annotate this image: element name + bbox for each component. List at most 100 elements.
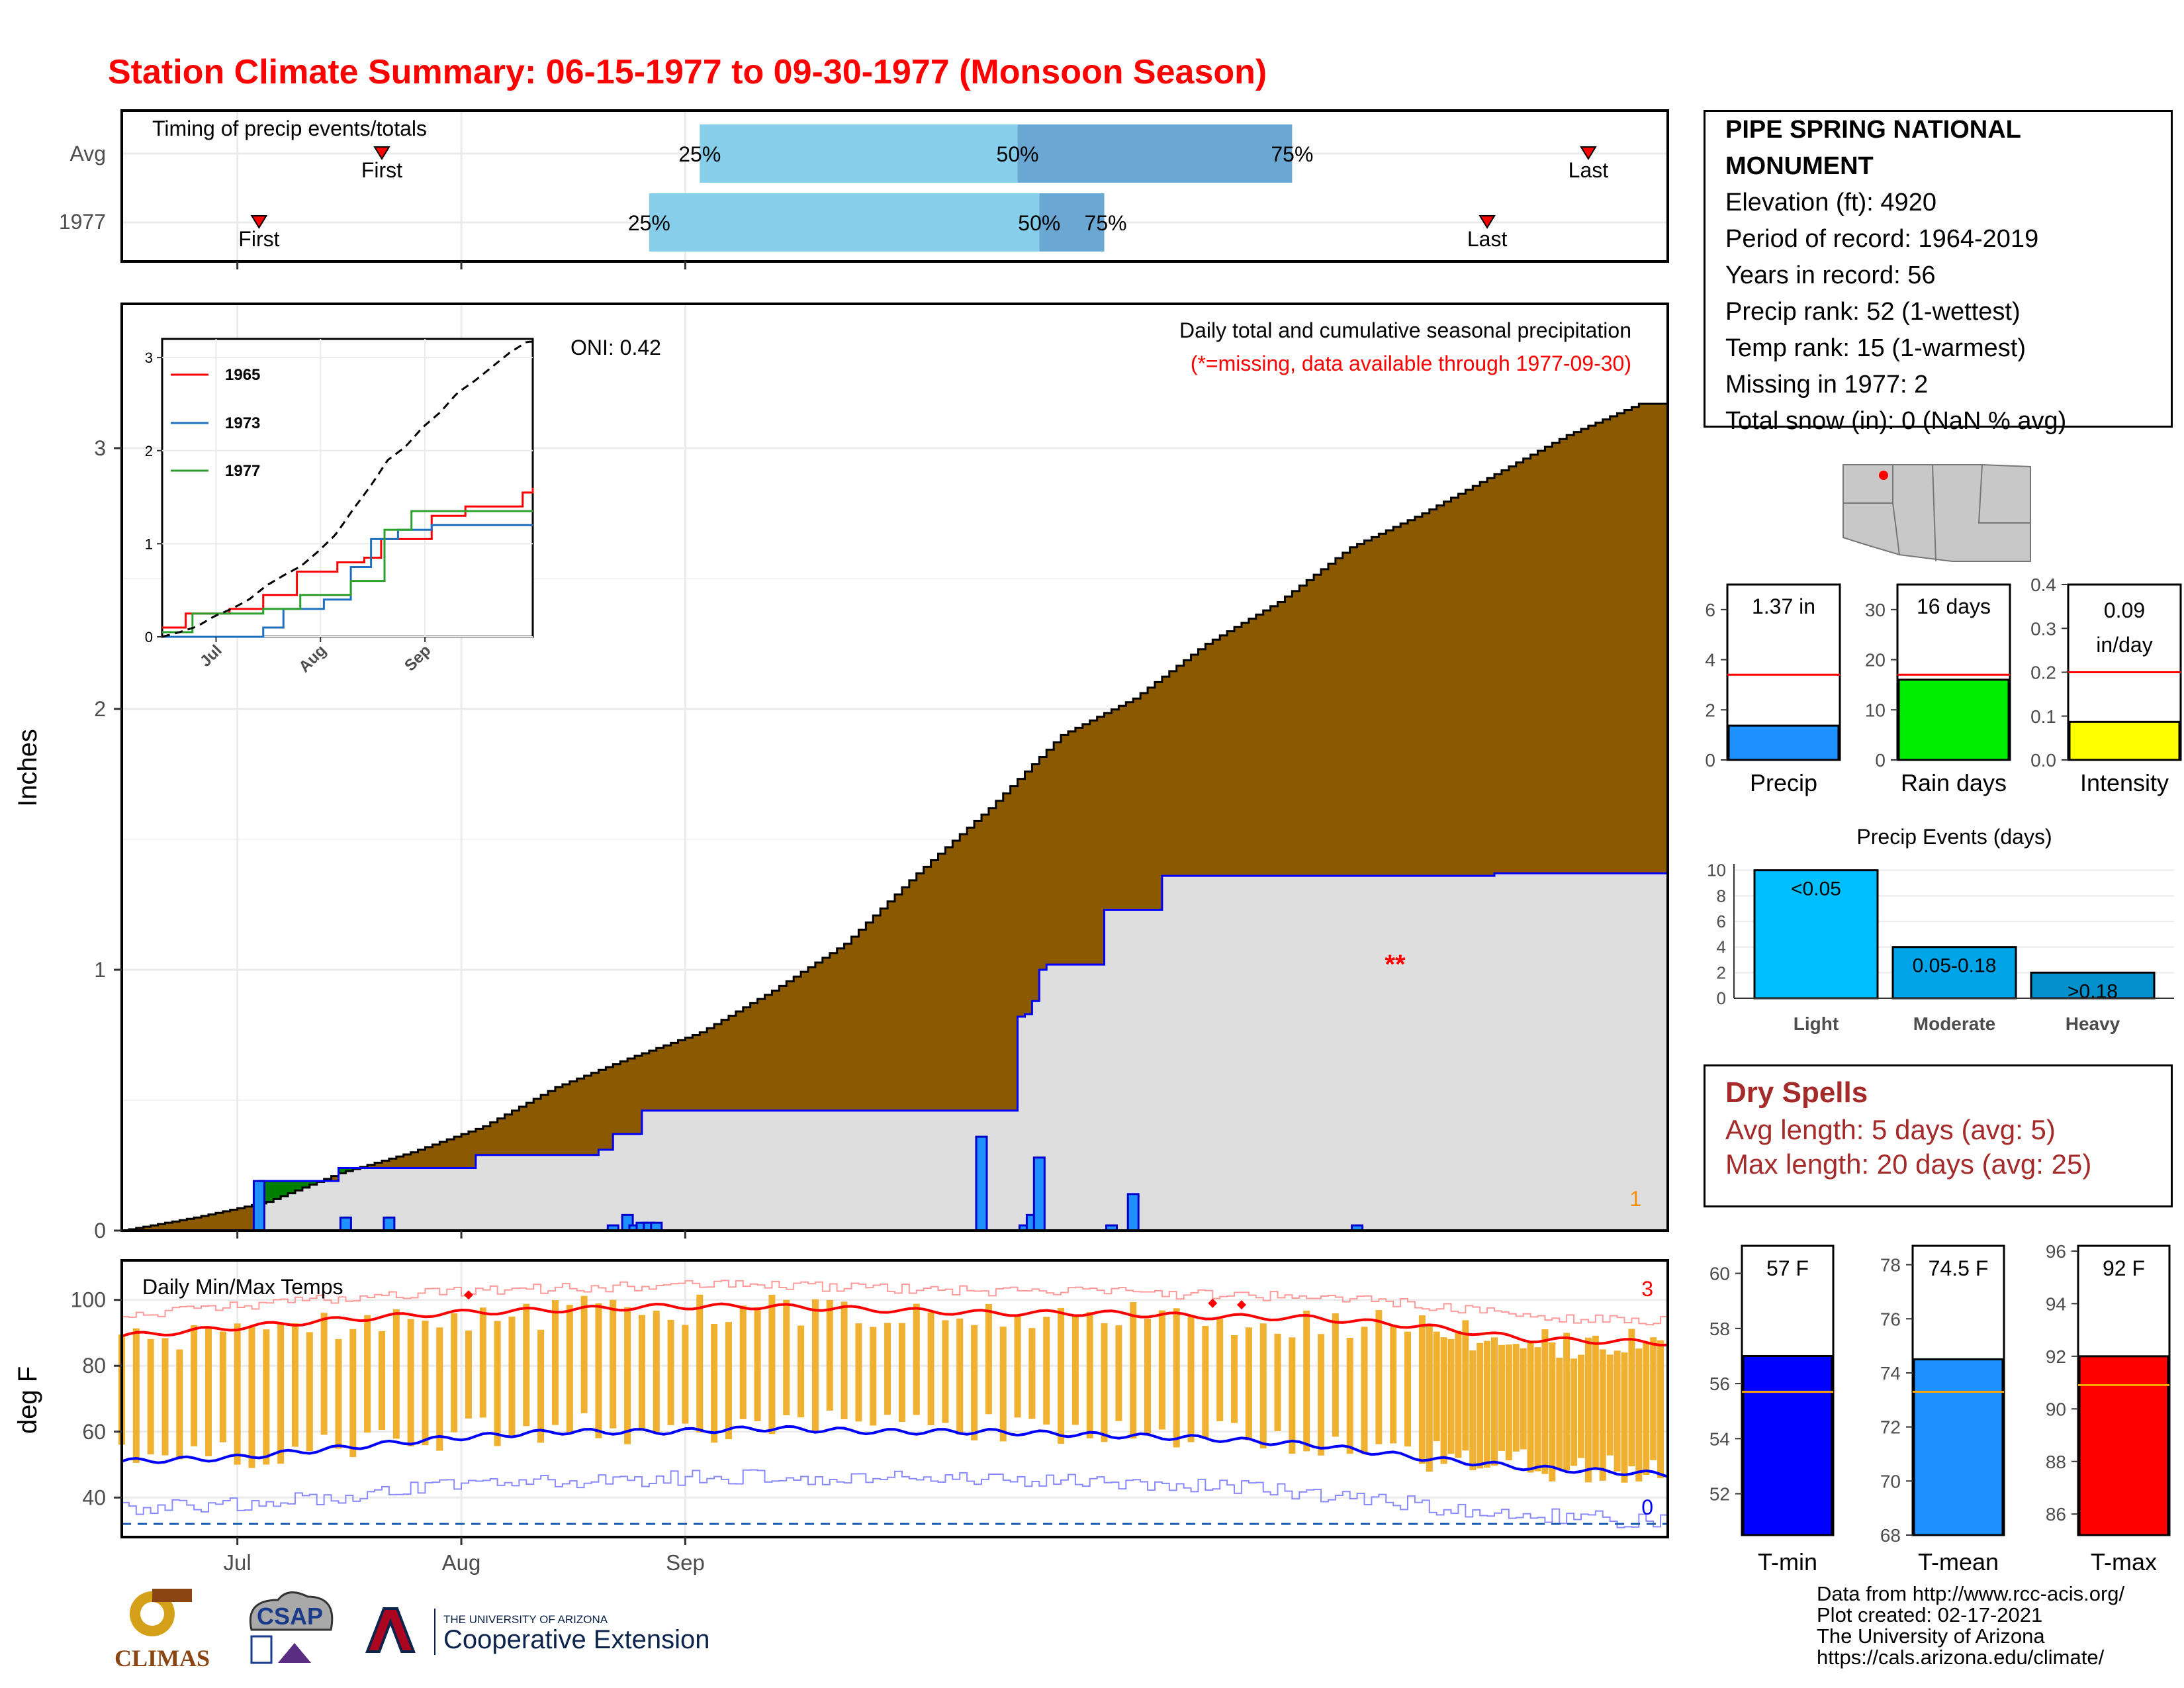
inset-ytick-label: 3 (145, 350, 153, 366)
deficit-fill (172, 1221, 180, 1231)
record-high-marker (1208, 1298, 1218, 1308)
deficit-fill (801, 972, 809, 1111)
deficit-fill (1379, 534, 1387, 876)
temp-bar-ytick-label: 60 (1709, 1264, 1730, 1284)
first-marker (373, 146, 390, 160)
deficit-fill (461, 1134, 469, 1168)
temp-bar-ytick-label: 78 (1880, 1255, 1901, 1276)
daily-temp-bar (234, 1323, 241, 1465)
svg-text:CSAP: CSAP (257, 1603, 323, 1630)
record-high-line (122, 1280, 1668, 1326)
precip-events-bar-label: 0.05-0.18 (1913, 955, 1997, 977)
deficit-fill (1602, 419, 1611, 874)
deficit-fill (1574, 432, 1582, 874)
temp-ytick-label: 40 (82, 1485, 106, 1509)
svg-text:CLIMAS: CLIMAS (114, 1645, 210, 1671)
deficit-fill (1342, 552, 1351, 876)
daily-temp-bar (1505, 1344, 1512, 1461)
daily-temp-bar (407, 1319, 414, 1446)
temp-bar-ytick-label: 86 (2046, 1504, 2066, 1524)
credit-line: Data from http://www.rcc-acis.org/ (1817, 1582, 2125, 1605)
daily-temp-bar (1498, 1344, 1505, 1451)
temp-bar-ytick-label: 54 (1709, 1429, 1730, 1449)
timing-bar-50-75 (1039, 193, 1105, 252)
deficit-fill (1443, 501, 1452, 876)
deficit-fill (1473, 486, 1480, 876)
deficit-fill (576, 1078, 585, 1155)
deficit-fill (1537, 450, 1546, 874)
daily-temp-bar (1274, 1333, 1281, 1431)
precip-events-bar-label: <0.05 (1791, 878, 1841, 900)
first-marker (250, 215, 268, 229)
deficit-fill (447, 1139, 455, 1168)
deficit-fill (764, 994, 773, 1111)
deficit-fill (533, 1099, 541, 1155)
deficit-fill (388, 1158, 397, 1168)
p25-label: 25% (678, 142, 721, 166)
inset-legend-1977: 1977 (225, 462, 260, 480)
mini-bar-ytick-label: 0.0 (2030, 750, 2056, 771)
deficit-fill (1610, 416, 1618, 874)
deficit-fill (143, 1227, 152, 1231)
deficit-fill (1631, 406, 1639, 874)
deficit-fill (454, 1137, 462, 1168)
daily-temp-bar (682, 1325, 689, 1424)
p75-label: 75% (1271, 142, 1313, 166)
daily-temp-bar (1484, 1340, 1491, 1468)
deficit-fill (1133, 698, 1141, 910)
precip-title: Daily total and cumulative seasonal prec… (1179, 318, 1631, 342)
deficit-fill (735, 1011, 744, 1111)
daily-temp-bar (783, 1299, 790, 1415)
record-low-line (122, 1469, 1668, 1528)
surplus-fill (266, 1181, 274, 1202)
daily-temp-bar (508, 1316, 516, 1438)
daily-temp-bar (551, 1300, 559, 1425)
deficit-fill (714, 1023, 722, 1111)
daily-temp-bar (985, 1303, 992, 1415)
avg-min-line (121, 1425, 1668, 1478)
record-high-marker (1236, 1300, 1246, 1310)
temp-count-bottom: 0 (1641, 1495, 1653, 1519)
deficit-fill (1255, 614, 1264, 876)
deficit-fill (158, 1224, 166, 1231)
daily-temp-bar (1346, 1338, 1353, 1454)
deficit-fill (432, 1144, 440, 1168)
record-high-marker (463, 1290, 473, 1300)
station-marker (1879, 471, 1888, 480)
daily-temp-bar (451, 1313, 458, 1432)
dry-spells-box: Dry Spells Avg length: 5 days (avg: 5) M… (1704, 1064, 2173, 1207)
csap-logo: CSAP (249, 1591, 334, 1664)
deficit-fill (497, 1118, 506, 1155)
precip-events-title: Precip Events (days) (1856, 825, 2052, 849)
deficit-fill (1061, 735, 1069, 965)
deficit-fill (1530, 454, 1539, 874)
deficit-fill (916, 873, 925, 1111)
deficit-fill (468, 1131, 477, 1168)
surplus-fill (273, 1181, 281, 1199)
deficit-fill (1089, 720, 1098, 965)
mini-bar-ytick-label: 30 (1865, 600, 1886, 620)
deficit-fill (873, 915, 881, 1111)
deficit-fill (1140, 692, 1148, 910)
station-elevation: Elevation (ft): 4920 (1725, 189, 1936, 216)
deficit-fill (606, 1066, 614, 1150)
deficit-fill (555, 1087, 563, 1155)
first-label: First (238, 227, 279, 251)
deficit-fill (1451, 497, 1459, 876)
mini-bar (1727, 724, 1840, 761)
daily-temp-bar (826, 1299, 833, 1411)
daily-temp-bar (1643, 1342, 1650, 1475)
temp-bar (1742, 1354, 1833, 1536)
deficit-fill (728, 1015, 737, 1111)
deficit-fill (952, 840, 960, 1111)
deficit-fill (569, 1081, 578, 1155)
deficit-fill (1161, 677, 1170, 876)
precip-events-bar (1753, 869, 1879, 1000)
daily-temp-bar (1115, 1325, 1122, 1421)
daily-temp-bar (219, 1331, 226, 1442)
daily-temp-bar (841, 1301, 848, 1420)
deficit-fill (743, 1007, 751, 1111)
mini-bar-ytick-label: 6 (1705, 600, 1715, 620)
deficit-fill (598, 1070, 606, 1150)
x-tick-label: Sep (666, 1550, 705, 1575)
